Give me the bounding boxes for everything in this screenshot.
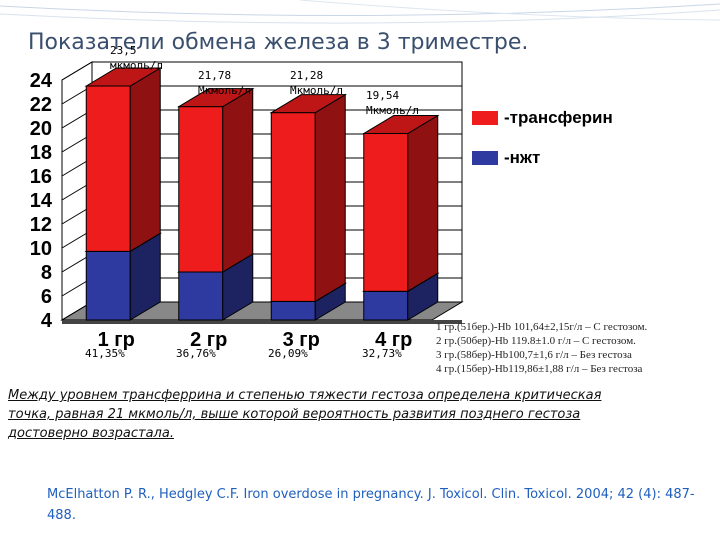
y-tick-label: 6 xyxy=(41,286,52,308)
bar-front xyxy=(85,85,131,252)
x-tick-label: 2 гр xyxy=(190,329,227,351)
bar xyxy=(84,232,163,321)
y-tick-label: 12 xyxy=(30,214,52,236)
percent-label: 26,09% xyxy=(268,347,308,360)
y-tick-label: 14 xyxy=(30,190,53,212)
bar-value-label: 19,54 Мкмоль/л xyxy=(366,89,419,117)
bar-value-label: 21,28 Мкмоль/л xyxy=(290,69,343,97)
group-note: 3 гр.(58бер)-Hb100,7±1,6 г/л – Без гесто… xyxy=(436,349,632,361)
percent-label: 41,35% xyxy=(85,347,125,360)
bar-side xyxy=(407,114,439,293)
group-note: 4 гр.(15бер)-Hb119,86±1,88 г/л – Без гес… xyxy=(436,363,643,375)
legend-item: -трансферин xyxy=(472,108,613,128)
percent-label: 32,73% xyxy=(362,347,402,360)
bar-front xyxy=(363,133,409,292)
reference-citation: McElhatton P. R., Hedgley C.F. Iron over… xyxy=(47,487,695,523)
bar-top xyxy=(361,115,440,135)
y-tick-label: 16 xyxy=(30,166,52,188)
legend-swatch xyxy=(472,151,498,165)
legend-label: -трансферин xyxy=(504,108,613,127)
bar-top xyxy=(176,88,255,108)
bar-value-label: 23,5 мкмоль/л xyxy=(110,44,163,72)
chart-floor-edge xyxy=(62,320,462,324)
legend-swatch xyxy=(472,111,498,125)
y-tick-label: 18 xyxy=(30,142,52,164)
bar-front xyxy=(270,112,316,302)
bar xyxy=(84,67,163,253)
conclusion-text: Между уровнем трансферрина и степенью тя… xyxy=(8,388,602,441)
legend-item: -нжт xyxy=(472,148,540,168)
bar-front xyxy=(85,250,131,321)
y-tick-label: 24 xyxy=(30,70,53,92)
y-tick-label: 22 xyxy=(30,94,52,116)
gridline-side xyxy=(61,61,93,81)
bar-front xyxy=(178,271,224,321)
bar-value-label: 21,78 Мкмоль/л xyxy=(198,69,251,97)
slide-title: Показатели обмена железа в 3 триместре. xyxy=(28,30,529,55)
bar-front xyxy=(270,300,316,321)
bar-front xyxy=(363,290,409,321)
bar-side xyxy=(314,93,346,303)
x-tick-label: 4 гр xyxy=(375,329,412,351)
y-tick-label: 8 xyxy=(41,262,52,284)
x-tick-label: 1 гр xyxy=(98,329,135,351)
bar-front xyxy=(178,106,224,273)
percent-label: 36,76% xyxy=(176,347,216,360)
bar-top xyxy=(84,67,163,87)
group-note: 1 гр.(51бер.)-Hb 101,64±2,15г/л – С гест… xyxy=(436,321,648,333)
y-tick-label: 4 xyxy=(41,310,53,332)
bar-top xyxy=(269,94,348,114)
bar-side xyxy=(222,87,254,273)
x-tick-label: 3 гр xyxy=(283,329,320,351)
bar-side xyxy=(129,67,161,253)
bar xyxy=(269,93,348,303)
bar xyxy=(361,114,440,293)
slide-top-decoration xyxy=(0,0,720,24)
y-tick-label: 20 xyxy=(30,118,52,140)
legend-label: -нжт xyxy=(504,148,541,167)
group-notes: 1 гр.(51бер.)-Hb 101,64±2,15г/л – С гест… xyxy=(436,320,647,376)
y-tick-label: 10 xyxy=(30,238,52,260)
group-note: 2 гр.(50бер)-Hb 119.8±1.0 г/л – С гестоз… xyxy=(436,335,636,347)
bar xyxy=(176,87,255,273)
